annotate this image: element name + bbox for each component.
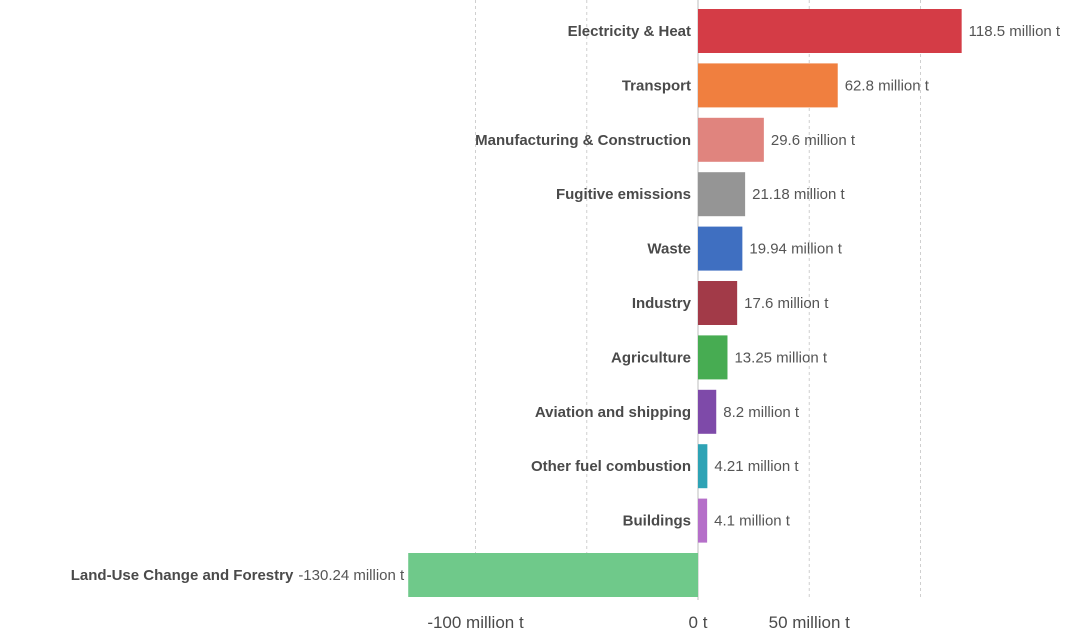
category-label-transport: Transport <box>622 77 691 94</box>
bars <box>408 9 962 597</box>
x-tick-label: -100 million t <box>427 613 524 632</box>
category-label-fugitive-emissions: Fugitive emissions <box>556 186 691 203</box>
x-tick-label: 50 million t <box>769 613 851 632</box>
bar-other-fuel-combustion[interactable] <box>698 444 708 489</box>
bar-fugitive-emissions[interactable] <box>698 172 746 217</box>
value-label-electricity-heat: 118.5 million t <box>969 23 1061 40</box>
value-label-waste: 19.94 million t <box>749 241 842 258</box>
category-label-waste: Waste <box>647 241 691 258</box>
category-label-aviation-and-shipping: Aviation and shipping <box>535 404 691 421</box>
value-label-other-fuel-combustion: 4.21 million t <box>714 458 799 475</box>
bar-industry[interactable] <box>698 281 738 325</box>
bar-transport[interactable] <box>698 63 838 108</box>
x-tick-label: 0 t <box>689 613 708 632</box>
value-label-land-use-change-and-forestry: -130.24 million t <box>298 567 405 584</box>
bar-agriculture[interactable] <box>698 335 728 380</box>
value-label-aviation-and-shipping: 8.2 million t <box>723 404 800 421</box>
value-label-buildings: 4.1 million t <box>714 513 791 530</box>
category-label-industry: Industry <box>632 295 692 312</box>
category-label-agriculture: Agriculture <box>611 349 691 366</box>
category-label-land-use-change-and-forestry: Land-Use Change and Forestry <box>71 567 294 584</box>
value-label-agriculture: 13.25 million t <box>734 349 827 366</box>
value-label-transport: 62.8 million t <box>845 77 930 94</box>
bar-electricity-heat[interactable] <box>698 9 962 53</box>
bar-land-use-change-and-forestry[interactable] <box>408 553 698 597</box>
bar-buildings[interactable] <box>698 498 708 543</box>
bar-waste[interactable] <box>698 226 743 271</box>
category-label-manufacturing-construction: Manufacturing & Construction <box>475 132 691 149</box>
value-label-industry: 17.6 million t <box>744 295 829 312</box>
bar-aviation-and-shipping[interactable] <box>698 389 717 434</box>
category-label-electricity-heat: Electricity & Heat <box>568 23 691 40</box>
category-label-other-fuel-combustion: Other fuel combustion <box>531 458 691 475</box>
bar-manufacturing-construction[interactable] <box>698 117 764 162</box>
labels: Electricity & Heat 118.5 million t Transpo… <box>71 23 1061 584</box>
value-label-fugitive-emissions: 21.18 million t <box>752 186 845 203</box>
x-axis-ticks: -100 million t 0 t 50 million t <box>427 613 850 632</box>
value-label-manufacturing-construction: 29.6 million t <box>771 132 856 149</box>
category-label-buildings: Buildings <box>623 513 691 530</box>
